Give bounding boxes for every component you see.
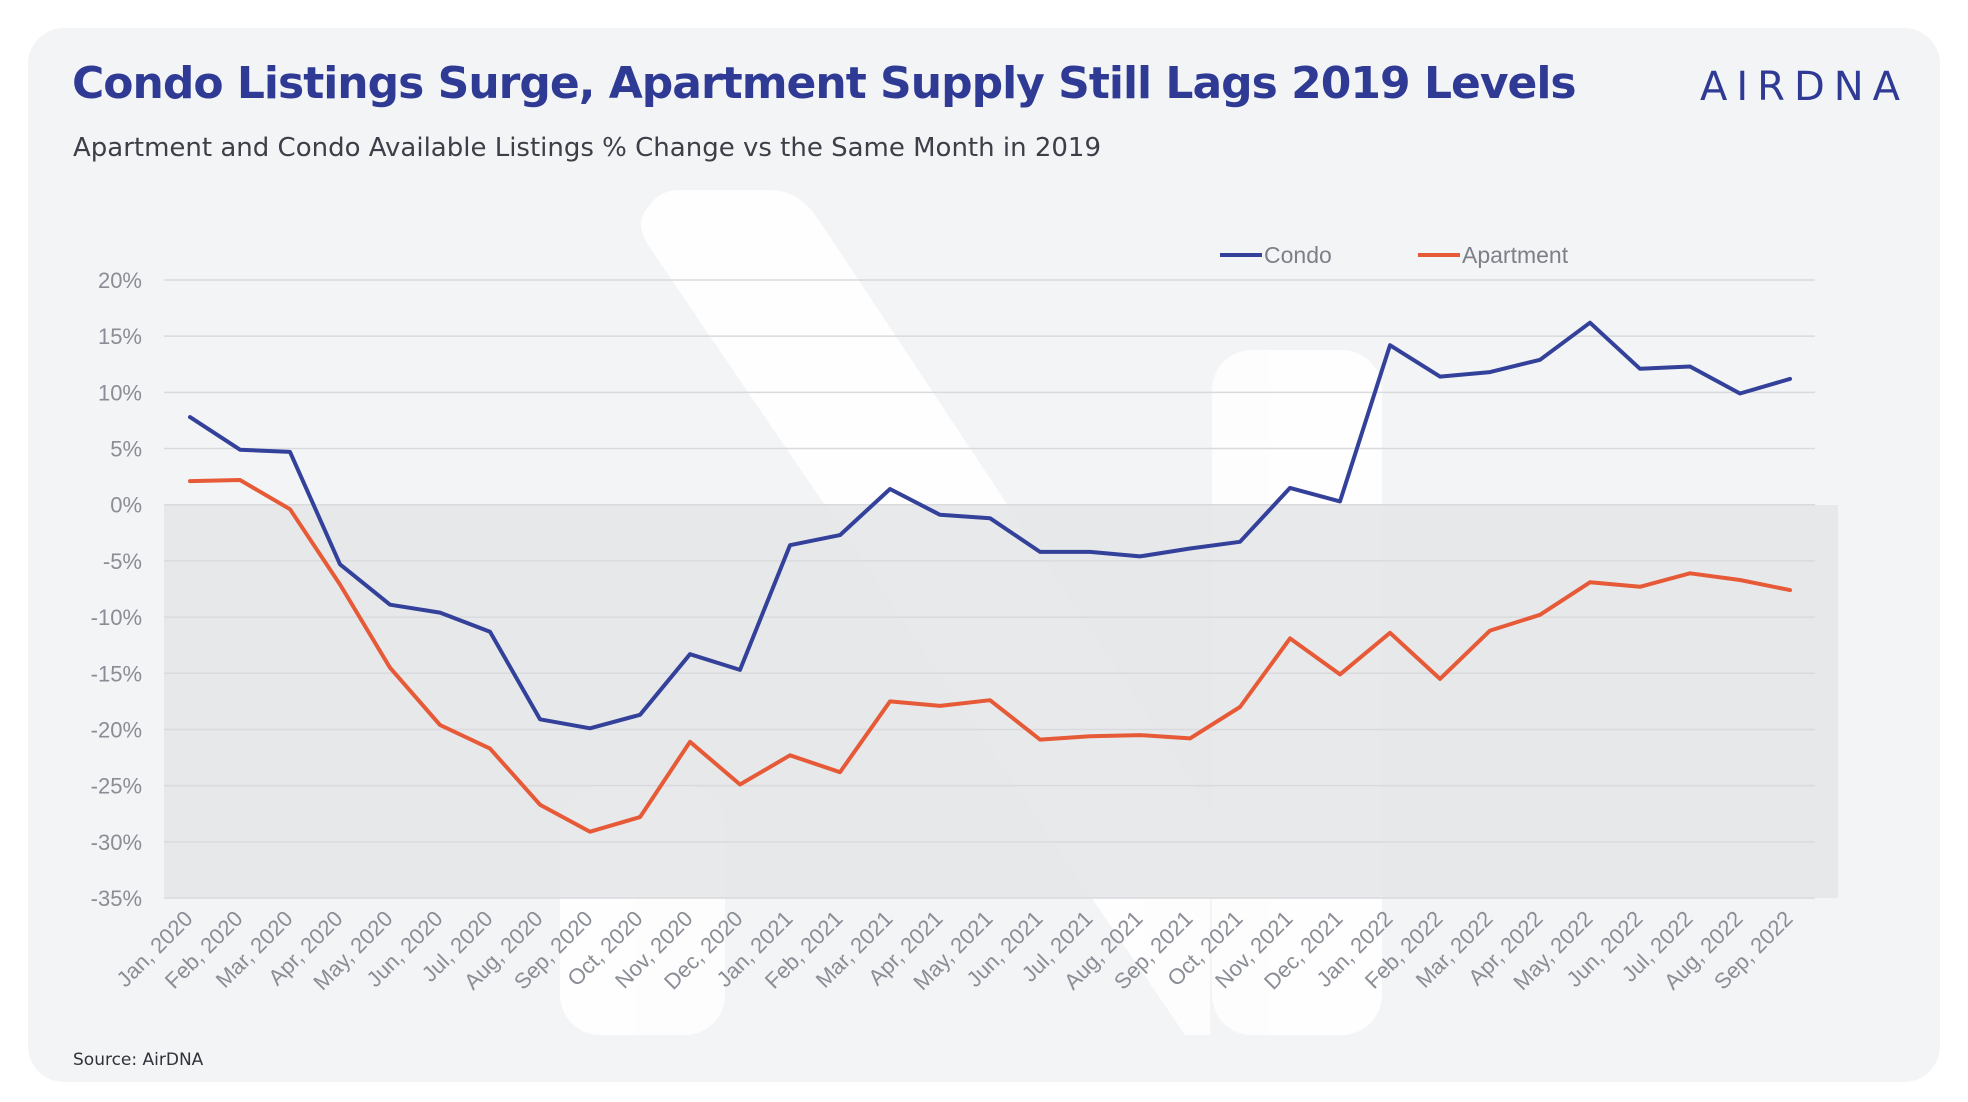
legend-label-condo: Condo — [1264, 242, 1332, 268]
y-tick-label: 20% — [98, 268, 142, 293]
negative-band — [164, 505, 1838, 898]
y-tick-label: -35% — [91, 886, 142, 911]
y-tick-label: 5% — [110, 437, 142, 462]
series-line-apartment — [188, 478, 1792, 834]
airdna-logo: AIRDNA — [1700, 64, 1910, 110]
gridlines — [164, 279, 1815, 899]
legend: Condo Apartment — [1220, 242, 1569, 268]
y-tick-label: 15% — [98, 324, 142, 349]
source-note: Source: AirDNA — [73, 1050, 204, 1070]
legend-label-apartment: Apartment — [1462, 242, 1569, 268]
y-tick-label: 10% — [98, 380, 142, 405]
series-line-condo — [188, 320, 1792, 731]
y-tick-label: -10% — [91, 605, 142, 630]
y-tick-label: 0% — [110, 493, 142, 518]
series-lines — [188, 320, 1792, 834]
chart-subtitle: Apartment and Condo Available Listings %… — [73, 133, 1102, 163]
y-tick-label: -15% — [91, 661, 142, 686]
page-title: Condo Listings Surge, Apartment Supply S… — [72, 58, 1577, 109]
y-tick-label: -20% — [91, 717, 142, 742]
y-axis-ticks: 20% 15% 10% 5% 0% -5% -10% -15% -20% -25% -30% -35% — [91, 268, 142, 911]
y-tick-label: -5% — [103, 549, 142, 574]
y-tick-label: -30% — [91, 830, 142, 855]
y-tick-label: -25% — [91, 774, 142, 799]
